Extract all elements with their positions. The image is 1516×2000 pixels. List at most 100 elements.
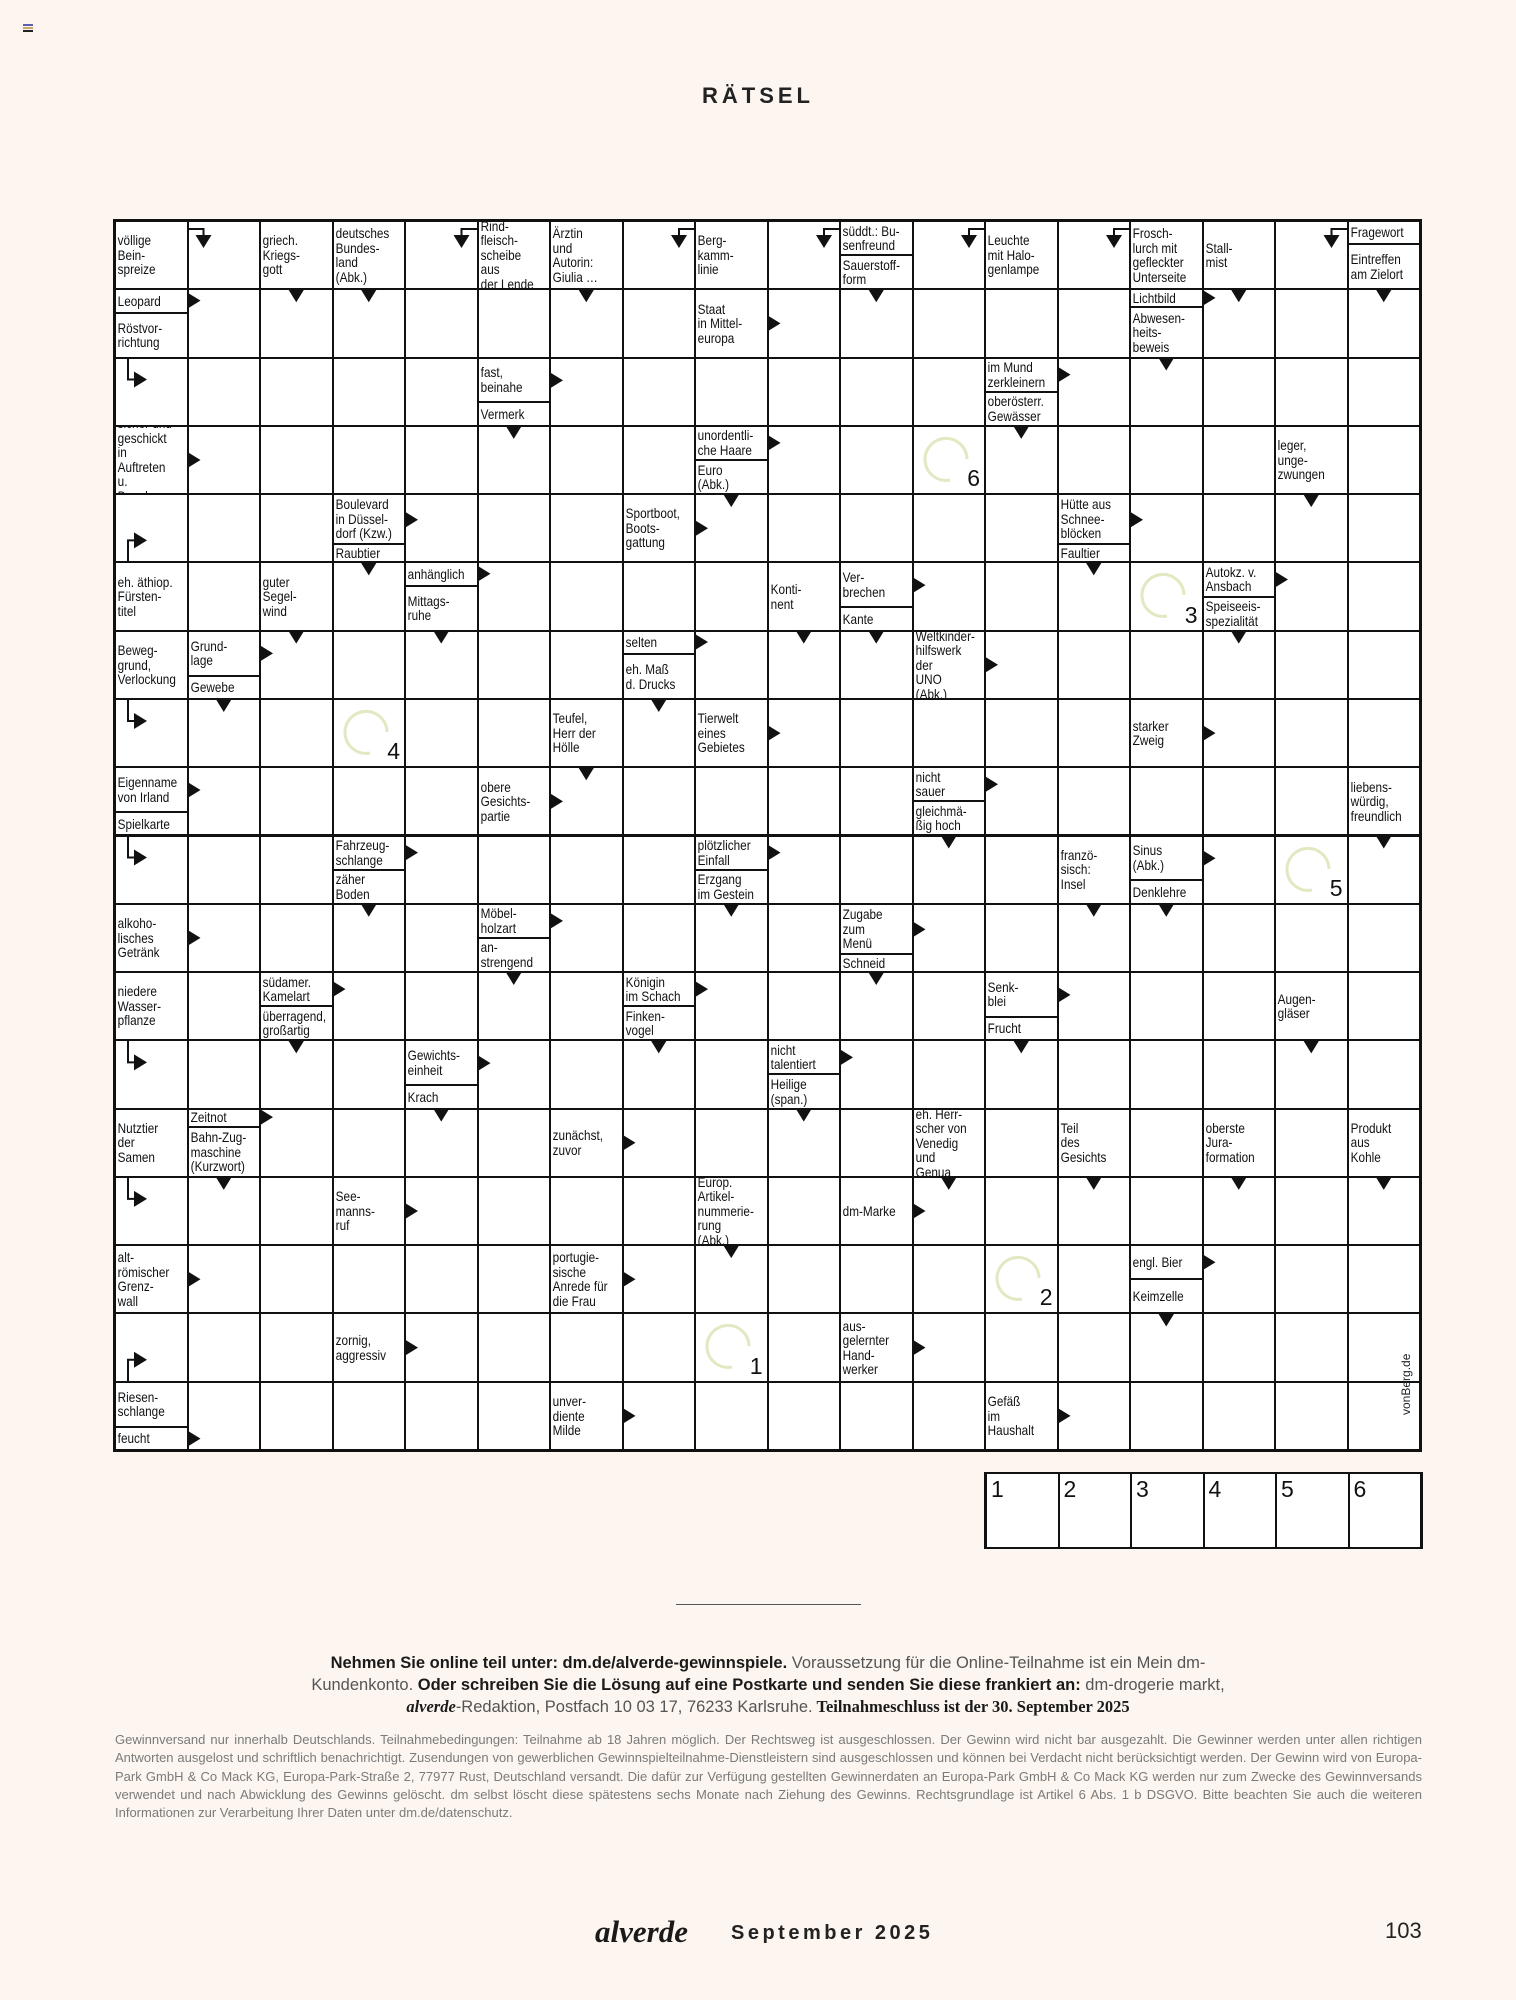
answer-cell[interactable] (1276, 290, 1347, 357)
answer-cell[interactable] (623, 1314, 694, 1381)
answer-cell[interactable] (188, 904, 259, 972)
answer-cell[interactable] (1203, 1041, 1274, 1108)
answer-cell[interactable] (1276, 358, 1347, 425)
answer-cell[interactable] (551, 836, 622, 903)
answer-cell[interactable] (188, 973, 259, 1040)
answer-cell[interactable] (913, 1177, 984, 1245)
answer-cell[interactable] (696, 495, 767, 562)
answer-cell[interactable] (188, 222, 259, 289)
answer-cell[interactable] (406, 631, 477, 698)
answer-cell[interactable] (768, 768, 839, 835)
answer-cell[interactable] (188, 358, 259, 425)
answer-cell[interactable] (768, 973, 839, 1040)
answer-cell[interactable] (768, 836, 839, 903)
answer-cell[interactable] (1058, 1246, 1129, 1313)
answer-cell[interactable] (623, 1246, 694, 1313)
answer-cell[interactable] (478, 631, 549, 698)
answer-cell[interactable] (1131, 426, 1202, 494)
answer-cell[interactable] (696, 904, 767, 972)
answer-cell[interactable] (623, 1177, 694, 1245)
solution-box[interactable]: 6 (1349, 1474, 1420, 1547)
answer-cell[interactable] (551, 495, 622, 562)
answer-cell[interactable] (1276, 631, 1347, 698)
answer-cell[interactable] (478, 1177, 549, 1245)
answer-cell[interactable] (1058, 1382, 1129, 1449)
answer-cell[interactable] (261, 1177, 332, 1245)
answer-cell[interactable] (841, 358, 912, 425)
answer-cell[interactable] (623, 836, 694, 903)
answer-cell[interactable] (623, 699, 694, 767)
answer-cell[interactable] (696, 973, 767, 1040)
answer-cell[interactable] (1276, 1246, 1347, 1313)
answer-cell[interactable] (1348, 836, 1419, 903)
answer-cell[interactable] (551, 358, 622, 425)
answer-cell[interactable] (1348, 290, 1419, 357)
answer-cell[interactable] (768, 358, 839, 425)
answer-cell[interactable] (551, 426, 622, 494)
answer-cell[interactable] (1276, 495, 1347, 562)
answer-cell[interactable] (696, 631, 767, 698)
answer-cell[interactable] (116, 1177, 187, 1245)
answer-cell[interactable] (261, 290, 332, 357)
answer-cell[interactable] (768, 631, 839, 698)
answer-cell[interactable]: 2 (986, 1246, 1057, 1313)
answer-cell[interactable] (1131, 358, 1202, 425)
answer-cell[interactable] (841, 836, 912, 903)
answer-cell[interactable] (1058, 222, 1129, 289)
answer-cell[interactable] (116, 836, 187, 903)
answer-cell[interactable] (913, 563, 984, 630)
answer-cell[interactable] (261, 1314, 332, 1381)
answer-cell[interactable] (116, 1041, 187, 1108)
answer-cell[interactable] (406, 1382, 477, 1449)
answer-cell[interactable] (188, 836, 259, 903)
answer-cell[interactable] (261, 1382, 332, 1449)
answer-cell[interactable] (261, 1041, 332, 1108)
answer-cell[interactable] (261, 426, 332, 494)
answer-cell[interactable] (623, 563, 694, 630)
answer-cell[interactable] (1348, 1314, 1419, 1381)
answer-cell[interactable] (551, 631, 622, 698)
answer-cell[interactable] (1348, 426, 1419, 494)
answer-cell[interactable] (623, 290, 694, 357)
answer-cell[interactable] (1276, 563, 1347, 630)
answer-cell[interactable] (478, 973, 549, 1040)
answer-cell[interactable] (1203, 904, 1274, 972)
answer-cell[interactable] (188, 1382, 259, 1449)
answer-cell[interactable] (1203, 1246, 1274, 1313)
answer-cell[interactable] (913, 495, 984, 562)
answer-cell[interactable] (1058, 1041, 1129, 1108)
answer-cell[interactable] (841, 1109, 912, 1176)
answer-cell[interactable] (913, 358, 984, 425)
answer-cell[interactable] (841, 973, 912, 1040)
answer-cell[interactable] (333, 563, 404, 630)
answer-cell[interactable] (261, 904, 332, 972)
answer-cell[interactable] (768, 904, 839, 972)
answer-cell[interactable] (841, 631, 912, 698)
solution-box[interactable]: 2 (1059, 1474, 1130, 1547)
answer-cell[interactable] (1203, 495, 1274, 562)
answer-cell[interactable] (478, 290, 549, 357)
answer-cell[interactable] (188, 768, 259, 835)
answer-cell[interactable] (1131, 495, 1202, 562)
answer-cell[interactable] (333, 1382, 404, 1449)
answer-cell[interactable] (1348, 563, 1419, 630)
answer-cell[interactable] (406, 1246, 477, 1313)
answer-cell[interactable] (406, 1109, 477, 1176)
answer-cell[interactable] (1131, 1177, 1202, 1245)
answer-cell[interactable] (1203, 1177, 1274, 1245)
answer-cell[interactable] (768, 495, 839, 562)
answer-cell[interactable] (913, 1041, 984, 1108)
answer-cell[interactable] (333, 1109, 404, 1176)
answer-cell[interactable] (406, 358, 477, 425)
answer-cell[interactable] (406, 426, 477, 494)
answer-cell[interactable] (188, 563, 259, 630)
answer-cell[interactable] (1276, 904, 1347, 972)
answer-cell[interactable] (478, 1041, 549, 1108)
answer-cell[interactable] (913, 290, 984, 357)
answer-cell[interactable] (1276, 1041, 1347, 1108)
answer-cell[interactable] (116, 699, 187, 767)
answer-cell[interactable] (333, 1041, 404, 1108)
answer-cell[interactable] (333, 290, 404, 357)
answer-cell[interactable] (1131, 1314, 1202, 1381)
answer-cell[interactable] (913, 973, 984, 1040)
